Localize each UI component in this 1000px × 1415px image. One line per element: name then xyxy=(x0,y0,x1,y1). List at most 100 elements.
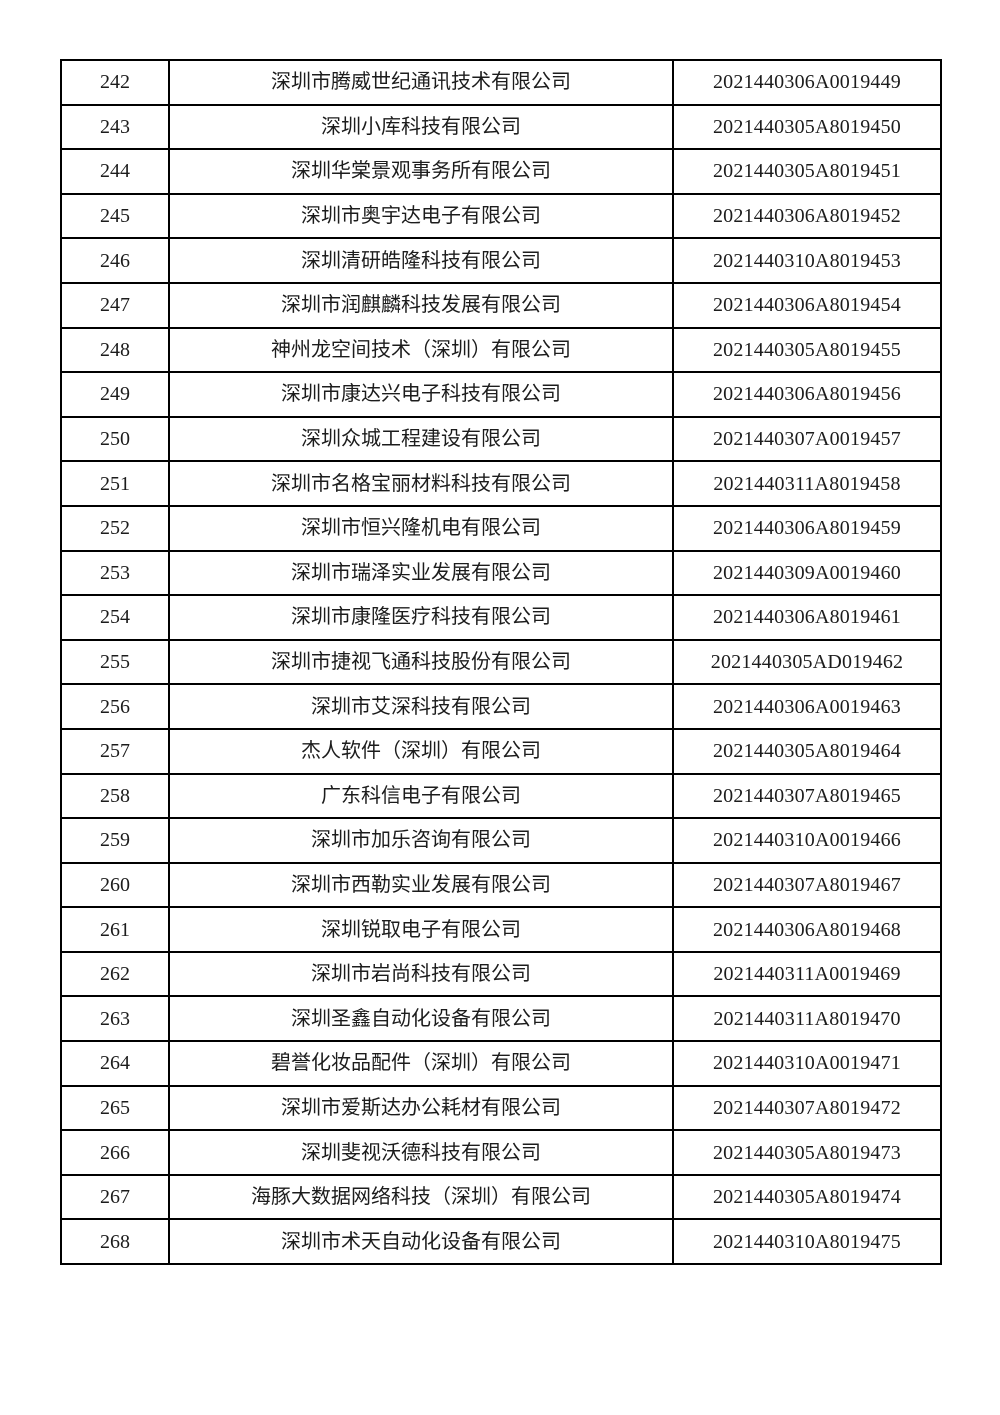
registration-code: 2021440305A8019451 xyxy=(672,148,942,195)
row-index: 264 xyxy=(60,1040,170,1087)
company-name: 海豚大数据网络科技（深圳）有限公司 xyxy=(168,1173,674,1221)
registration-code: 2021440310A0019466 xyxy=(672,817,942,864)
row-index: 248 xyxy=(60,326,170,374)
company-table-body: 242 深圳市腾威世纪通讯技术有限公司 2021440306A0019449 243 深… xyxy=(60,59,942,1266)
table-row: 252 深圳市恒兴隆机电有限公司 2021440306A8019459 xyxy=(60,504,942,552)
registration-code: 2021440310A0019471 xyxy=(672,1040,942,1087)
registration-code: 2021440307A8019465 xyxy=(672,772,942,820)
company-name: 深圳市岩尚科技有限公司 xyxy=(168,950,674,998)
company-name: 深圳小库科技有限公司 xyxy=(168,103,674,151)
table-row: 261 深圳锐取电子有限公司 2021440306A8019468 xyxy=(60,906,942,953)
table-row: 245 深圳市奥宇达电子有限公司 2021440306A8019452 xyxy=(60,192,942,240)
registration-code: 2021440307A8019467 xyxy=(672,861,942,909)
registration-code: 2021440305A8019450 xyxy=(672,103,942,151)
registration-code: 2021440305A8019474 xyxy=(672,1173,942,1221)
row-index: 244 xyxy=(60,148,170,195)
row-index: 266 xyxy=(60,1129,170,1176)
company-name: 深圳华棠景观事务所有限公司 xyxy=(168,148,674,195)
table-row: 258 广东科信电子有限公司 2021440307A8019465 xyxy=(60,772,942,820)
table-row: 262 深圳市岩尚科技有限公司 2021440311A0019469 xyxy=(60,950,942,998)
row-index: 255 xyxy=(60,638,170,686)
table-row: 257 杰人软件（深圳）有限公司 2021440305A8019464 xyxy=(60,727,942,775)
company-name: 深圳众城工程建设有限公司 xyxy=(168,415,674,463)
row-index: 259 xyxy=(60,817,170,864)
company-name: 深圳斐视沃德科技有限公司 xyxy=(168,1129,674,1176)
table-row: 244 深圳华棠景观事务所有限公司 2021440305A8019451 xyxy=(60,148,942,195)
table-row: 243 深圳小库科技有限公司 2021440305A8019450 xyxy=(60,103,942,151)
row-index: 251 xyxy=(60,460,170,507)
company-name: 广东科信电子有限公司 xyxy=(168,772,674,820)
company-name: 深圳市奥宇达电子有限公司 xyxy=(168,192,674,240)
table-row: 265 深圳市爱斯达办公耗材有限公司 2021440307A8019472 xyxy=(60,1084,942,1132)
registration-code: 2021440306A8019452 xyxy=(672,192,942,240)
registration-code: 2021440306A8019456 xyxy=(672,371,942,418)
registration-code: 2021440311A0019469 xyxy=(672,950,942,998)
company-name: 深圳市腾威世纪通讯技术有限公司 xyxy=(168,59,674,106)
company-name: 深圳锐取电子有限公司 xyxy=(168,906,674,953)
row-index: 268 xyxy=(60,1218,170,1266)
table-row: 263 深圳圣鑫自动化设备有限公司 2021440311A8019470 xyxy=(60,995,942,1043)
row-index: 252 xyxy=(60,504,170,552)
registration-code: 2021440305A8019464 xyxy=(672,727,942,775)
registration-code: 2021440306A8019454 xyxy=(672,281,942,329)
registration-code: 2021440305A8019455 xyxy=(672,326,942,374)
row-index: 253 xyxy=(60,549,170,597)
table-row: 247 深圳市润麒麟科技发展有限公司 2021440306A8019454 xyxy=(60,281,942,329)
registration-code: 2021440309A0019460 xyxy=(672,549,942,597)
table-row: 254 深圳市康隆医疗科技有限公司 2021440306A8019461 xyxy=(60,594,942,641)
company-name: 碧誉化妆品配件（深圳）有限公司 xyxy=(168,1040,674,1087)
table-row: 250 深圳众城工程建设有限公司 2021440307A0019457 xyxy=(60,415,942,463)
registration-code: 2021440311A8019458 xyxy=(672,460,942,507)
row-index: 247 xyxy=(60,281,170,329)
registration-code: 2021440305A8019473 xyxy=(672,1129,942,1176)
table-row: 256 深圳市艾深科技有限公司 2021440306A0019463 xyxy=(60,683,942,730)
row-index: 257 xyxy=(60,727,170,775)
table-row: 246 深圳清研皓隆科技有限公司 2021440310A8019453 xyxy=(60,237,942,284)
company-name: 深圳圣鑫自动化设备有限公司 xyxy=(168,995,674,1043)
registration-code: 2021440305AD019462 xyxy=(672,638,942,686)
company-name: 深圳市爱斯达办公耗材有限公司 xyxy=(168,1084,674,1132)
table-row: 259 深圳市加乐咨询有限公司 2021440310A0019466 xyxy=(60,817,942,864)
table-row: 266 深圳斐视沃德科技有限公司 2021440305A8019473 xyxy=(60,1129,942,1176)
row-index: 243 xyxy=(60,103,170,151)
table-row: 248 神州龙空间技术（深圳）有限公司 2021440305A8019455 xyxy=(60,326,942,374)
company-name: 深圳市名格宝丽材料科技有限公司 xyxy=(168,460,674,507)
company-name: 深圳市康达兴电子科技有限公司 xyxy=(168,371,674,418)
company-table: 242 深圳市腾威世纪通讯技术有限公司 2021440306A0019449 243 深… xyxy=(60,59,942,1266)
row-index: 263 xyxy=(60,995,170,1043)
registration-code: 2021440306A0019449 xyxy=(672,59,942,106)
company-name: 深圳市西勒实业发展有限公司 xyxy=(168,861,674,909)
row-index: 254 xyxy=(60,594,170,641)
row-index: 267 xyxy=(60,1173,170,1221)
row-index: 245 xyxy=(60,192,170,240)
registration-code: 2021440306A8019461 xyxy=(672,594,942,641)
row-index: 262 xyxy=(60,950,170,998)
company-name: 深圳市加乐咨询有限公司 xyxy=(168,817,674,864)
row-index: 250 xyxy=(60,415,170,463)
table-row: 255 深圳市捷视飞通科技股份有限公司 2021440305AD019462 xyxy=(60,638,942,686)
table-row: 268 深圳市术天自动化设备有限公司 2021440310A8019475 xyxy=(60,1218,942,1266)
table-row: 251 深圳市名格宝丽材料科技有限公司 2021440311A8019458 xyxy=(60,460,942,507)
table-row: 253 深圳市瑞泽实业发展有限公司 2021440309A0019460 xyxy=(60,549,942,597)
registration-code: 2021440306A0019463 xyxy=(672,683,942,730)
registration-code: 2021440310A8019475 xyxy=(672,1218,942,1266)
row-index: 260 xyxy=(60,861,170,909)
company-name: 深圳市术天自动化设备有限公司 xyxy=(168,1218,674,1266)
registration-code: 2021440311A8019470 xyxy=(672,995,942,1043)
registration-code: 2021440307A8019472 xyxy=(672,1084,942,1132)
table-row: 264 碧誉化妆品配件（深圳）有限公司 2021440310A0019471 xyxy=(60,1040,942,1087)
company-name: 深圳市瑞泽实业发展有限公司 xyxy=(168,549,674,597)
registration-code: 2021440306A8019468 xyxy=(672,906,942,953)
row-index: 246 xyxy=(60,237,170,284)
row-index: 249 xyxy=(60,371,170,418)
company-name: 神州龙空间技术（深圳）有限公司 xyxy=(168,326,674,374)
company-name: 深圳市康隆医疗科技有限公司 xyxy=(168,594,674,641)
registration-code: 2021440307A0019457 xyxy=(672,415,942,463)
table-row: 267 海豚大数据网络科技（深圳）有限公司 2021440305A8019474 xyxy=(60,1173,942,1221)
row-index: 258 xyxy=(60,772,170,820)
company-name: 深圳清研皓隆科技有限公司 xyxy=(168,237,674,284)
registration-code: 2021440310A8019453 xyxy=(672,237,942,284)
company-name: 深圳市恒兴隆机电有限公司 xyxy=(168,504,674,552)
company-name: 深圳市艾深科技有限公司 xyxy=(168,683,674,730)
